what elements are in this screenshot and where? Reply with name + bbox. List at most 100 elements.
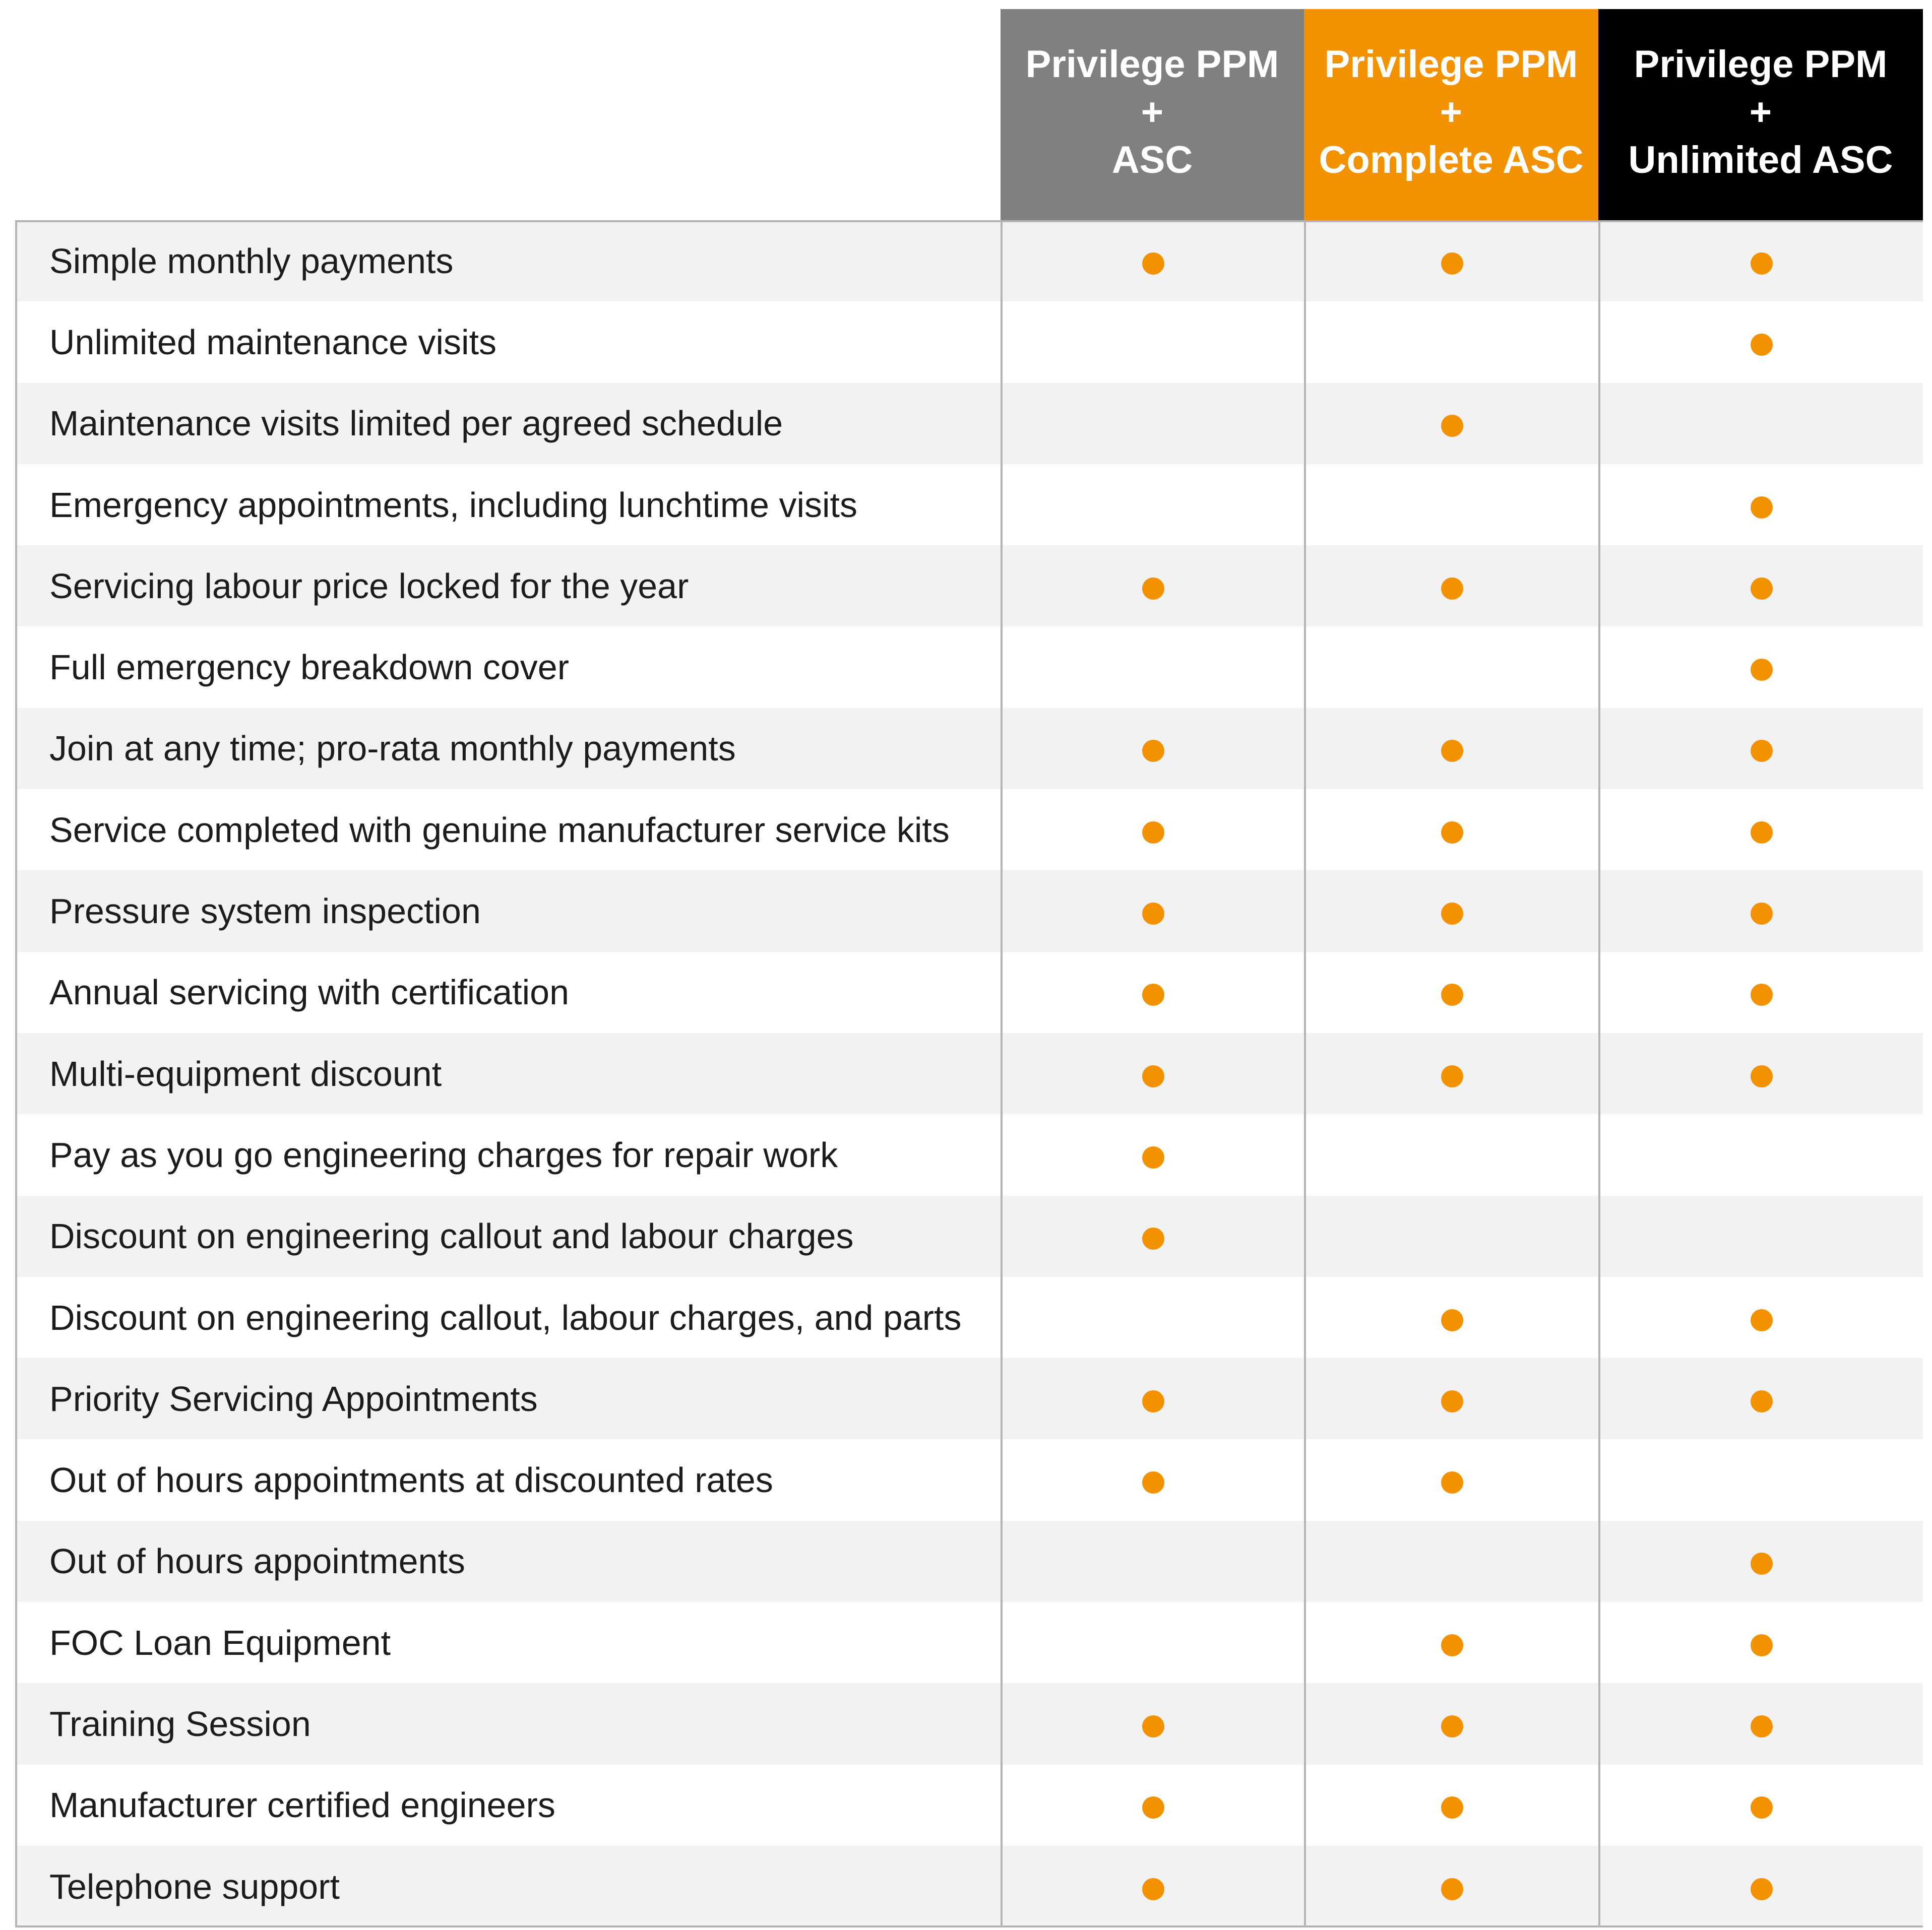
check-dot-icon	[1441, 1309, 1463, 1331]
feature-label: Training Session	[15, 1683, 1001, 1765]
feature-cell-plan-2	[1304, 1683, 1598, 1765]
feature-cell-plan-3	[1598, 301, 1923, 383]
feature-cell-plan-3	[1598, 1114, 1923, 1196]
feature-cell-plan-2	[1304, 789, 1598, 871]
check-dot-icon	[1441, 740, 1463, 762]
check-dot-icon	[1142, 821, 1164, 844]
check-dot-icon	[1142, 984, 1164, 1006]
plan-header-line-3: Complete ASC	[1319, 138, 1584, 181]
check-dot-icon	[1751, 577, 1773, 600]
check-dot-icon	[1142, 1390, 1164, 1412]
feature-cell-plan-3	[1598, 220, 1923, 302]
feature-cell-plan-1	[1001, 1683, 1304, 1765]
feature-cell-plan-1	[1001, 1358, 1304, 1440]
feature-label: Join at any time; pro-rata monthly payme…	[15, 707, 1001, 790]
check-dot-icon	[1441, 903, 1463, 925]
check-dot-icon	[1142, 577, 1164, 600]
feature-cell-plan-2	[1304, 545, 1598, 627]
feature-cell-plan-1	[1001, 220, 1304, 302]
feature-label: Pay as you go engineering charges for re…	[15, 1114, 1001, 1196]
feature-cell-plan-1	[1001, 1439, 1304, 1521]
feature-cell-plan-2	[1304, 1033, 1598, 1115]
feature-cell-plan-2	[1304, 1520, 1598, 1602]
check-dot-icon	[1751, 1796, 1773, 1819]
feature-cell-plan-2	[1304, 220, 1598, 302]
plan-header-line-2: +	[1749, 90, 1772, 134]
feature-label: Annual servicing with certification	[15, 951, 1001, 1033]
feature-cell-plan-1	[1001, 1033, 1304, 1115]
feature-cell-plan-2	[1304, 301, 1598, 383]
feature-label: Out of hours appointments	[15, 1520, 1001, 1602]
check-dot-icon	[1142, 1471, 1164, 1494]
feature-label: Multi-equipment discount	[15, 1033, 1001, 1115]
feature-cell-plan-3	[1598, 545, 1923, 627]
feature-label: Discount on engineering callout, labour …	[15, 1276, 1001, 1359]
check-dot-icon	[1441, 1715, 1463, 1738]
feature-cell-plan-1	[1001, 301, 1304, 383]
check-dot-icon	[1142, 1065, 1164, 1087]
feature-cell-plan-2	[1304, 1845, 1598, 1927]
feature-label: FOC Loan Equipment	[15, 1602, 1001, 1684]
feature-cell-plan-3	[1598, 626, 1923, 708]
feature-cell-plan-2	[1304, 707, 1598, 790]
feature-label: Manufacturer certified engineers	[15, 1764, 1001, 1846]
check-dot-icon	[1441, 1878, 1463, 1900]
feature-cell-plan-3	[1598, 951, 1923, 1033]
feature-label: Simple monthly payments	[15, 220, 1001, 302]
feature-cell-plan-1	[1001, 464, 1304, 546]
plan-header-1: Privilege PPM + ASC	[1001, 9, 1304, 220]
feature-cell-plan-1	[1001, 1602, 1304, 1684]
header-blank-cell	[15, 9, 1001, 220]
check-dot-icon	[1751, 252, 1773, 275]
feature-cell-plan-1	[1001, 707, 1304, 790]
feature-cell-plan-2	[1304, 870, 1598, 952]
check-dot-icon	[1142, 1715, 1164, 1738]
check-dot-icon	[1142, 740, 1164, 762]
feature-cell-plan-1	[1001, 1276, 1304, 1359]
plan-header-line-2: +	[1141, 90, 1164, 134]
check-dot-icon	[1751, 1715, 1773, 1738]
feature-label: Full emergency breakdown cover	[15, 626, 1001, 708]
feature-cell-plan-1	[1001, 1195, 1304, 1277]
check-dot-icon	[1751, 1390, 1773, 1412]
check-dot-icon	[1751, 659, 1773, 681]
feature-cell-plan-2	[1304, 1764, 1598, 1846]
check-dot-icon	[1751, 903, 1773, 925]
feature-label: Priority Servicing Appointments	[15, 1358, 1001, 1440]
check-dot-icon	[1751, 1309, 1773, 1331]
feature-cell-plan-1	[1001, 1764, 1304, 1846]
feature-cell-plan-2	[1304, 626, 1598, 708]
check-dot-icon	[1441, 1634, 1463, 1656]
check-dot-icon	[1751, 1634, 1773, 1656]
feature-cell-plan-3	[1598, 464, 1923, 546]
feature-cell-plan-2	[1304, 1114, 1598, 1196]
plan-header-line-3: ASC	[1111, 138, 1193, 181]
check-dot-icon	[1142, 1146, 1164, 1169]
feature-cell-plan-2	[1304, 1195, 1598, 1277]
feature-label: Unlimited maintenance visits	[15, 301, 1001, 383]
check-dot-icon	[1441, 252, 1463, 275]
check-dot-icon	[1441, 1471, 1463, 1494]
plan-header-line-3: Unlimited ASC	[1628, 138, 1893, 181]
check-dot-icon	[1441, 1796, 1463, 1819]
check-dot-icon	[1142, 252, 1164, 275]
check-dot-icon	[1751, 1065, 1773, 1087]
feature-cell-plan-1	[1001, 382, 1304, 464]
plan-header-line-2: +	[1440, 90, 1463, 134]
check-dot-icon	[1441, 821, 1463, 844]
feature-cell-plan-3	[1598, 789, 1923, 871]
check-dot-icon	[1751, 1878, 1773, 1900]
check-dot-icon	[1751, 740, 1773, 762]
check-dot-icon	[1441, 984, 1463, 1006]
check-dot-icon	[1751, 821, 1773, 844]
feature-label: Out of hours appointments at discounted …	[15, 1439, 1001, 1521]
check-dot-icon	[1751, 333, 1773, 356]
feature-cell-plan-3	[1598, 1602, 1923, 1684]
check-dot-icon	[1441, 415, 1463, 437]
feature-label: Servicing labour price locked for the ye…	[15, 545, 1001, 627]
check-dot-icon	[1751, 496, 1773, 519]
feature-cell-plan-3	[1598, 1764, 1923, 1846]
feature-cell-plan-2	[1304, 1358, 1598, 1440]
feature-label: Discount on engineering callout and labo…	[15, 1195, 1001, 1277]
feature-cell-plan-2	[1304, 1602, 1598, 1684]
